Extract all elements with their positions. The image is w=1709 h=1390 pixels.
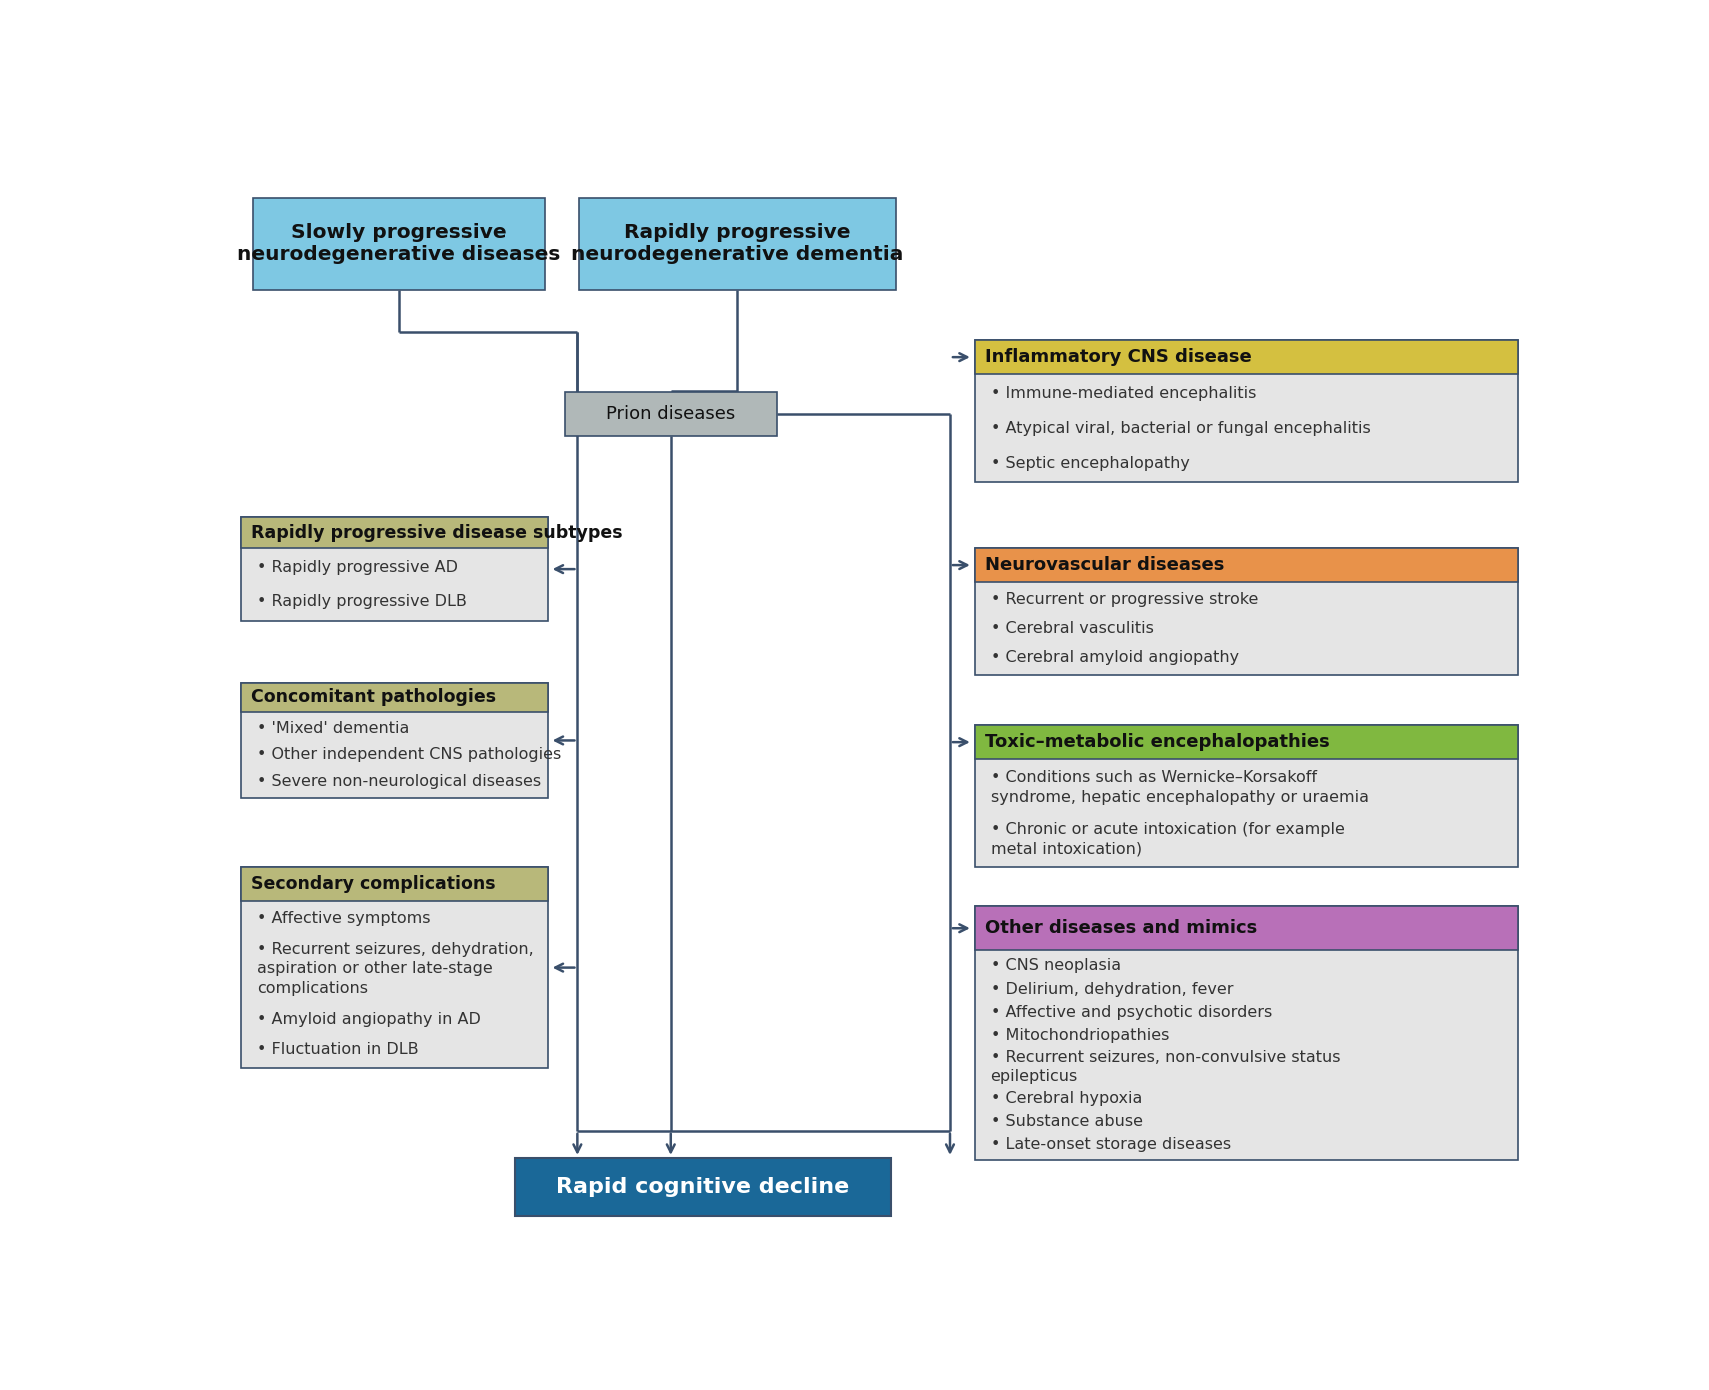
FancyBboxPatch shape	[579, 197, 896, 291]
Text: Rapidly progressive disease subtypes: Rapidly progressive disease subtypes	[251, 524, 622, 542]
Text: • Recurrent or progressive stroke: • Recurrent or progressive stroke	[991, 592, 1258, 607]
Text: Other diseases and mimics: Other diseases and mimics	[984, 919, 1256, 937]
Text: • Delirium, dehydration, fever: • Delirium, dehydration, fever	[991, 981, 1232, 997]
FancyBboxPatch shape	[564, 392, 778, 436]
Text: • Recurrent seizures, dehydration,
aspiration or other late-stage
complications: • Recurrent seizures, dehydration, aspir…	[256, 942, 533, 995]
FancyBboxPatch shape	[974, 906, 1518, 1161]
Text: Prion diseases: Prion diseases	[607, 404, 735, 423]
Text: Concomitant pathologies: Concomitant pathologies	[251, 688, 496, 706]
FancyBboxPatch shape	[974, 906, 1518, 951]
FancyBboxPatch shape	[974, 726, 1518, 759]
FancyBboxPatch shape	[974, 548, 1518, 676]
Text: Slowly progressive
neurodegenerative diseases: Slowly progressive neurodegenerative dis…	[238, 224, 561, 264]
Text: • Recurrent seizures, non-convulsive status
epilepticus: • Recurrent seizures, non-convulsive sta…	[991, 1049, 1340, 1084]
Text: • Cerebral amyloid angiopathy: • Cerebral amyloid angiopathy	[991, 651, 1239, 666]
FancyBboxPatch shape	[253, 197, 545, 291]
FancyBboxPatch shape	[974, 341, 1518, 374]
Text: • Cerebral vasculitis: • Cerebral vasculitis	[991, 621, 1154, 637]
FancyBboxPatch shape	[974, 726, 1518, 867]
Text: • Fluctuation in DLB: • Fluctuation in DLB	[256, 1042, 419, 1058]
Text: • Immune-mediated encephalitis: • Immune-mediated encephalitis	[991, 386, 1256, 402]
Text: • Mitochondriopathies: • Mitochondriopathies	[991, 1029, 1169, 1044]
Text: Toxic–metabolic encephalopathies: Toxic–metabolic encephalopathies	[984, 733, 1330, 751]
Text: • Severe non-neurological diseases: • Severe non-neurological diseases	[256, 774, 542, 790]
FancyBboxPatch shape	[241, 867, 547, 901]
FancyBboxPatch shape	[241, 867, 547, 1068]
Text: • Late-onset storage diseases: • Late-onset storage diseases	[991, 1137, 1230, 1152]
Text: Rapidly progressive
neurodegenerative dementia: Rapidly progressive neurodegenerative de…	[571, 224, 904, 264]
Text: • Substance abuse: • Substance abuse	[991, 1113, 1143, 1129]
Text: • Rapidly progressive AD: • Rapidly progressive AD	[256, 560, 458, 575]
Text: Secondary complications: Secondary complications	[251, 876, 496, 892]
Text: • Atypical viral, bacterial or fungal encephalitis: • Atypical viral, bacterial or fungal en…	[991, 421, 1371, 436]
Text: Rapid cognitive decline: Rapid cognitive decline	[555, 1177, 849, 1197]
FancyBboxPatch shape	[241, 682, 547, 798]
Text: • Conditions such as Wernicke–Korsakoff
syndrome, hepatic encephalopathy or urae: • Conditions such as Wernicke–Korsakoff …	[991, 770, 1369, 805]
Text: • Affective symptoms: • Affective symptoms	[256, 910, 431, 926]
Text: • Affective and psychotic disorders: • Affective and psychotic disorders	[991, 1005, 1271, 1020]
FancyBboxPatch shape	[241, 517, 547, 621]
FancyBboxPatch shape	[974, 341, 1518, 482]
Text: Neurovascular diseases: Neurovascular diseases	[984, 556, 1224, 574]
Text: Inflammatory CNS disease: Inflammatory CNS disease	[984, 348, 1251, 366]
Text: • 'Mixed' dementia: • 'Mixed' dementia	[256, 720, 410, 735]
FancyBboxPatch shape	[241, 517, 547, 548]
Text: • Cerebral hypoxia: • Cerebral hypoxia	[991, 1091, 1142, 1105]
FancyBboxPatch shape	[241, 682, 547, 712]
Text: • Rapidly progressive DLB: • Rapidly progressive DLB	[256, 595, 467, 609]
Text: • Septic encephalopathy: • Septic encephalopathy	[991, 456, 1189, 471]
Text: • Chronic or acute intoxication (for example
metal intoxication): • Chronic or acute intoxication (for exa…	[991, 821, 1345, 856]
Text: • Other independent CNS pathologies: • Other independent CNS pathologies	[256, 748, 561, 762]
Text: • CNS neoplasia: • CNS neoplasia	[991, 959, 1121, 973]
FancyBboxPatch shape	[974, 548, 1518, 582]
Text: • Amyloid angiopathy in AD: • Amyloid angiopathy in AD	[256, 1012, 480, 1027]
FancyBboxPatch shape	[514, 1158, 890, 1215]
